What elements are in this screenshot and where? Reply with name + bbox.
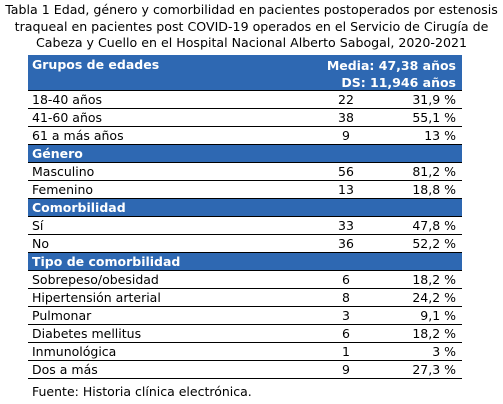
row-percent: 52,2 % — [412, 236, 456, 251]
source-note: Fuente: Historia clínica electrónica. — [32, 384, 252, 399]
row-label: Inmunológica — [32, 344, 117, 359]
row-count: 9 — [342, 362, 350, 377]
row-percent: 31,9 % — [412, 92, 456, 107]
table-row: Sí 33 47,8 % — [28, 217, 462, 235]
table-row: Sobrepeso/obesidad 6 18,2 % — [28, 271, 462, 289]
row-count: 33 — [338, 218, 354, 233]
table-caption: Tabla 1 Edad, género y comorbilidad en p… — [5, 2, 498, 50]
row-count: 38 — [338, 110, 354, 125]
table-row: Pulmonar 3 9,1 % — [28, 307, 462, 325]
row-percent: 47,8 % — [412, 218, 456, 233]
row-percent: 24,2 % — [412, 290, 456, 305]
row-percent: 3 % — [432, 344, 456, 359]
table-row: 41-60 años 38 55,1 % — [28, 109, 462, 127]
comorbidity-type-header: Tipo de comorbilidad — [28, 253, 462, 271]
row-percent: 55,1 % — [412, 110, 456, 125]
row-count: 13 — [338, 182, 354, 197]
row-percent: 81,2 % — [412, 164, 456, 179]
section-title: Comorbilidad — [32, 200, 126, 215]
table-row: Masculino 56 81,2 % — [28, 163, 462, 181]
row-percent: 13 % — [424, 128, 456, 143]
row-count: 22 — [338, 92, 354, 107]
row-label: Masculino — [32, 164, 95, 179]
row-label: Pulmonar — [32, 308, 92, 323]
row-count: 6 — [342, 272, 350, 287]
row-count: 56 — [338, 164, 354, 179]
row-count: 8 — [342, 290, 350, 305]
row-label: 41-60 años — [32, 110, 103, 125]
comorbidity-header: Comorbilidad — [28, 199, 462, 217]
row-label: 18-40 años — [32, 92, 103, 107]
gender-header: Género — [28, 145, 462, 163]
row-label: Hipertensión arterial — [32, 290, 161, 305]
table-row: Diabetes mellitus 6 18,2 % — [28, 325, 462, 343]
table-row: Femenino 13 18,8 % — [28, 181, 462, 199]
row-count: 1 — [342, 344, 350, 359]
row-count: 9 — [342, 128, 350, 143]
row-percent: 9,1 % — [420, 308, 456, 323]
age-mean: Media: 47,38 años — [326, 58, 456, 73]
row-label: Dos a más — [32, 362, 98, 377]
row-label: Femenino — [32, 182, 94, 197]
table-row: Hipertensión arterial 8 24,2 % — [28, 289, 462, 307]
row-count: 36 — [338, 236, 354, 251]
row-label: 61 a más años — [32, 128, 124, 143]
age-stats: Media: 47,38 años DS: 11,946 años — [316, 55, 462, 90]
row-percent: 27,3 % — [412, 362, 456, 377]
row-label: Diabetes mellitus — [32, 326, 142, 341]
row-label: Sobrepeso/obesidad — [32, 272, 159, 287]
table-row: 61 a más años 9 13 % — [28, 127, 462, 145]
age-group-header: Grupos de edades Media: 47,38 años DS: 1… — [28, 55, 462, 91]
row-percent: 18,2 % — [412, 272, 456, 287]
table-row: Inmunológica 1 3 % — [28, 343, 462, 361]
table-row: Dos a más 9 27,3 % — [28, 361, 462, 379]
table-row: No 36 52,2 % — [28, 235, 462, 253]
row-percent: 18,8 % — [412, 182, 456, 197]
table-row: 18-40 años 22 31,9 % — [28, 91, 462, 109]
row-label: Sí — [32, 218, 44, 233]
row-count: 6 — [342, 326, 350, 341]
data-table: Grupos de edades Media: 47,38 años DS: 1… — [28, 55, 462, 379]
age-group-header-label: Grupos de edades — [32, 57, 160, 72]
row-count: 3 — [342, 308, 350, 323]
row-percent: 18,2 % — [412, 326, 456, 341]
age-sd: DS: 11,946 años — [341, 75, 456, 90]
row-label: No — [32, 236, 49, 251]
section-title: Tipo de comorbilidad — [32, 254, 181, 269]
section-title: Género — [32, 146, 83, 161]
